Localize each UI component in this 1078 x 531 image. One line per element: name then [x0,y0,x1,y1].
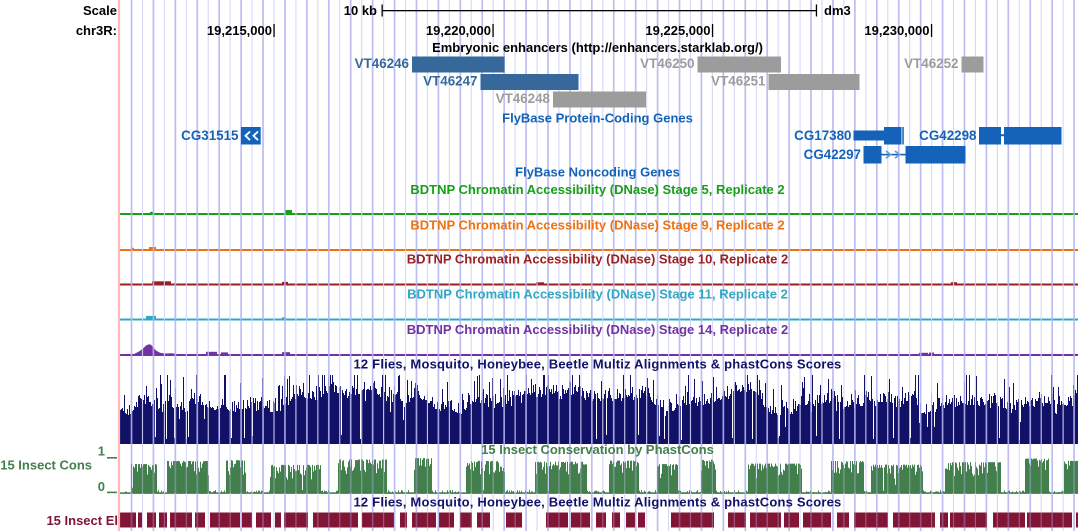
svg-text:VT46248: VT46248 [496,91,551,106]
svg-text:VT46246: VT46246 [355,56,409,71]
svg-text:VT46250: VT46250 [640,56,694,71]
svg-text:CG17380: CG17380 [794,128,851,143]
svg-text:19,225,000: 19,225,000 [645,23,710,38]
svg-text:12 Flies, Mosquito, Honeybee,: 12 Flies, Mosquito, Honeybee, Beetle Mul… [354,356,842,371]
svg-text:Embryonic enhancers (http://en: Embryonic enhancers (http://enhancers.st… [432,40,763,55]
svg-text:VT46247: VT46247 [423,74,477,89]
svg-text:CG42297: CG42297 [804,147,861,162]
svg-text:BDTNP Chromatin Accessibility: BDTNP Chromatin Accessibility (DNase) St… [410,217,784,232]
svg-text:15 Insect Conservation by Phas: 15 Insect Conservation by PhastCons [481,442,714,457]
svg-text:VT46252: VT46252 [904,56,958,71]
svg-text:19,230,000: 19,230,000 [864,23,929,38]
svg-text:Scale: Scale [83,3,117,18]
svg-text:1: 1 [98,444,105,459]
svg-text:15 Insect El: 15 Insect El [46,513,118,528]
svg-text:19,215,000: 19,215,000 [207,23,272,38]
svg-text:10 kb: 10 kb [344,3,377,18]
svg-text:12 Flies, Mosquito, Honeybee,: 12 Flies, Mosquito, Honeybee, Beetle Mul… [354,494,842,509]
svg-text:BDTNP Chromatin Accessibility: BDTNP Chromatin Accessibility (DNase) St… [407,322,788,337]
svg-text:0: 0 [98,479,105,494]
svg-text:FlyBase Protein-Coding Genes: FlyBase Protein-Coding Genes [502,111,693,126]
svg-text:CG31515: CG31515 [181,128,239,143]
svg-text:BDTNP Chromatin Accessibility: BDTNP Chromatin Accessibility (DNase) St… [407,286,788,301]
svg-text:BDTNP Chromatin Accessibility: BDTNP Chromatin Accessibility (DNase) St… [410,182,784,197]
svg-text:19,220,000: 19,220,000 [426,23,491,38]
svg-text:15 Insect Cons: 15 Insect Cons [0,458,92,473]
svg-text:CG42298: CG42298 [919,128,977,143]
svg-text:chr3R:: chr3R: [76,23,117,38]
svg-text:VT46251: VT46251 [711,74,766,89]
svg-text:BDTNP Chromatin Accessibility: BDTNP Chromatin Accessibility (DNase) St… [407,252,788,267]
svg-text:dm3: dm3 [824,3,851,18]
svg-text:FlyBase Noncoding Genes: FlyBase Noncoding Genes [515,165,680,180]
